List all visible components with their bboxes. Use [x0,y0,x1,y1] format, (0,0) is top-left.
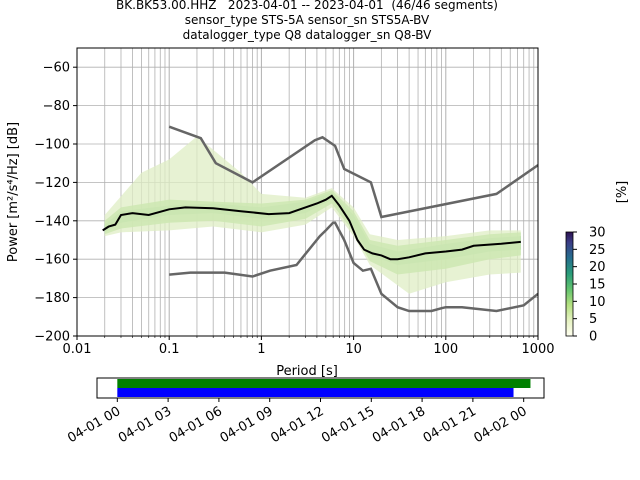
y-tick-label: −120 [34,176,70,191]
x-tick-label: 10 [345,342,362,357]
y-tick-label: −100 [34,138,70,153]
chart-title-line-3: datalogger_type Q8 datalogger_sn Q8-BV [182,28,432,42]
colorbar-tick-label: 15 [589,278,606,293]
timeline-tick-label: 04-01 06 [167,404,225,446]
colorbar-tick-label: 25 [589,243,606,258]
x-axis-label: Period [s] [276,364,338,379]
timeline-tick-label: 04-02 00 [472,404,530,446]
x-tick-label: 0.01 [63,342,92,357]
colorbar-label: [%] [615,181,630,204]
colorbar-tick-label: 0 [589,330,597,345]
colorbar-tick-label: 10 [589,295,606,310]
colorbar-tick-label: 30 [589,226,606,241]
timeline-tick-label: 04-01 00 [65,404,123,446]
chart-title-line-2: sensor_type STS-5A sensor_sn STS5A-BV [184,13,430,27]
timeline-tick-label: 04-01 03 [116,404,174,446]
timeline-tick-label: 04-01 15 [319,404,377,446]
density-band-4 [104,136,521,294]
colorbar [565,231,574,337]
chart-title-line-1: BK.BK53.00.HHZ 2023-04-01 -- 2023-04-01 … [116,0,498,12]
timeline-tick-label: 04-01 18 [370,404,428,446]
x-tick-label: 1000 [521,342,554,357]
x-tick-label: 100 [433,342,458,357]
y-axis-ticks: −200 −180 −160 −140 −120 −100 −80 −60 [34,61,77,345]
timeline-tick-label: 04-01 09 [218,404,276,446]
y-tick-label: −140 [34,214,70,229]
density-bands [104,136,521,294]
timeline-tick-label: 04-01 21 [421,404,479,446]
y-axis-label: Power [m²/s⁴/Hz] [dB] [6,122,21,262]
high-noise-model-curve [168,125,538,219]
x-tick-label: 0.1 [159,342,180,357]
plot-frame [76,47,539,337]
y-tick-label: −60 [43,61,70,76]
timeline-bar-0 [117,379,531,388]
x-tick-label: 1 [257,342,265,357]
timeline-tick-label: 04-01 12 [268,404,326,446]
y-tick-label: −200 [34,330,70,345]
colorbar-tick-label: 5 [589,312,597,327]
y-tick-label: −80 [43,99,70,114]
colorbar-tick-label: 20 [589,260,606,275]
timeline-bars [117,379,531,397]
y-tick-label: −180 [34,291,70,306]
noise-model-curves [168,125,538,313]
x-axis-ticks: 0.01 0.1 1 10 100 1000 [63,336,555,357]
low-noise-model-curve [169,221,538,313]
median-curve [102,194,521,261]
colorbar-ticks: 0 5 10 15 20 25 30 [573,226,606,345]
timeline-bar-1 [117,388,514,397]
y-tick-label: −160 [34,253,70,268]
